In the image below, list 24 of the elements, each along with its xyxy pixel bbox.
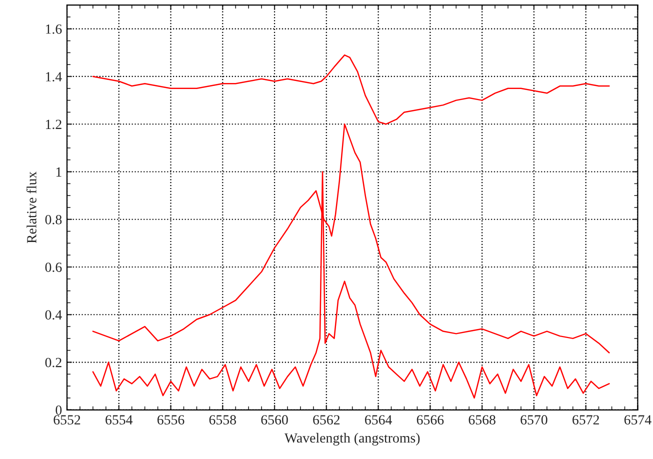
y-tick-label: 1.4	[46, 72, 62, 82]
x-tick-label: 6572	[572, 415, 599, 425]
y-tick-label: 1.2	[46, 120, 62, 130]
x-tick-label: 6562	[313, 415, 340, 425]
line-series	[92, 54, 610, 125]
x-tick-label: 6570	[520, 415, 548, 425]
x-tick-label: 6574	[624, 415, 652, 425]
y-tick-label: 0.8	[45, 214, 62, 224]
x-tick-label: 6554	[106, 415, 133, 425]
y-axis-title: Relative flux	[26, 172, 36, 244]
x-tick-label: 6560	[261, 415, 288, 425]
y-tick-label: 0	[56, 405, 62, 415]
x-tick-label: 6558	[209, 415, 236, 425]
y-tick-label: 1	[56, 167, 62, 177]
y-tick-label: 0.4	[45, 310, 62, 320]
y-tick-label: 0.6	[45, 262, 62, 272]
y-tick-label: 1.6	[46, 24, 62, 34]
x-tick-label: 6556	[157, 415, 184, 425]
y-tick-label: 0.2	[45, 358, 62, 368]
x-tick-label: 6566	[416, 415, 444, 425]
x-tick-label: 6564	[365, 415, 392, 425]
x-tick-label: 6552	[54, 415, 80, 425]
x-tick-label: 6568	[468, 415, 496, 425]
x-axis-title: Wavelength (angstroms)	[284, 432, 420, 446]
